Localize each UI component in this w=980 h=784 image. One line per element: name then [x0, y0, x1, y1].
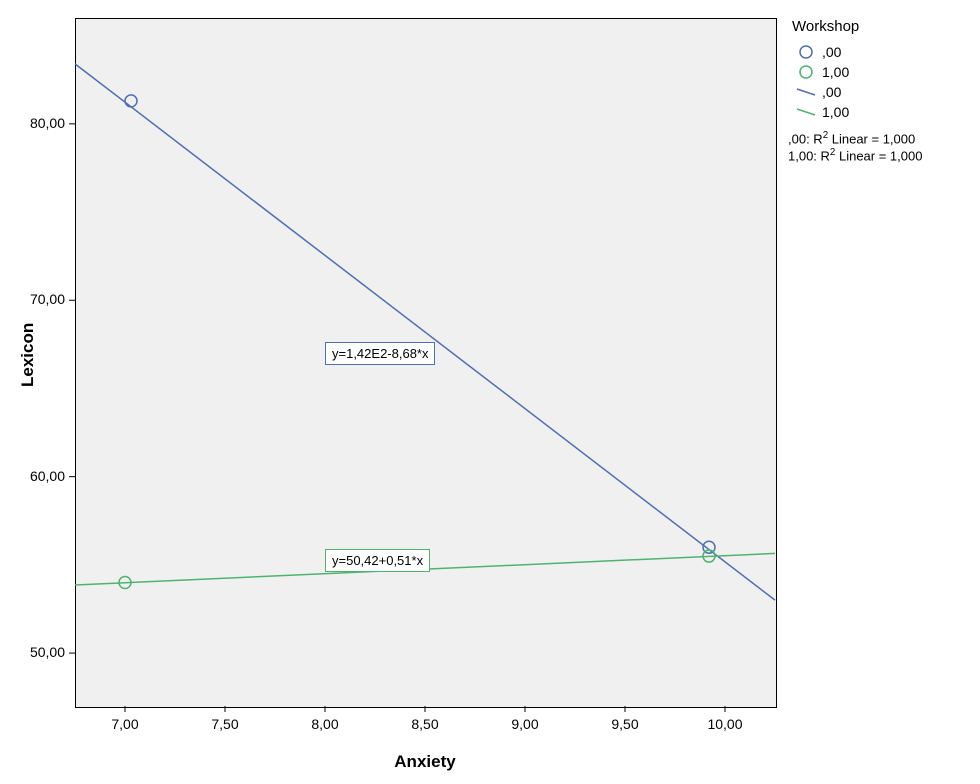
- legend-item: ,00: [822, 84, 841, 100]
- y-tick-label: 60,00: [30, 468, 65, 484]
- x-tick-label: 9,50: [605, 716, 645, 732]
- equation-box: y=50,42+0,51*x: [325, 549, 430, 572]
- x-tick-label: 9,00: [505, 716, 545, 732]
- legend-item: 1,00: [822, 104, 849, 120]
- scatter-chart: 50,00 60,00 70,00 80,00 7,00 7,50 8,00 8,50 9,0…: [0, 0, 980, 784]
- x-tick-label: 7,00: [105, 716, 145, 732]
- series-g: [75, 64, 775, 600]
- y-axis-label: Lexicon: [18, 323, 38, 387]
- legend-g: [797, 46, 815, 115]
- legend-title: Workshop: [792, 18, 859, 35]
- r2-annotation: 1,00: R2 Linear = 1,000: [788, 147, 922, 163]
- x-tick-label: 7,50: [205, 716, 245, 732]
- x-tick-label: 8,50: [405, 716, 445, 732]
- x-ticks: [125, 706, 725, 712]
- y-tick-label: 80,00: [30, 115, 65, 131]
- equation-box: y=1,42E2-8,68*x: [325, 342, 435, 365]
- r2-annotation: ,00: R2 Linear = 1,000: [788, 130, 915, 146]
- y-tick-label: 70,00: [30, 291, 65, 307]
- legend-item: 1,00: [822, 64, 849, 80]
- y-ticks: [69, 124, 75, 653]
- legend-item: ,00: [822, 44, 841, 60]
- x-axis-label: Anxiety: [0, 752, 850, 772]
- x-tick-label: 8,00: [305, 716, 345, 732]
- x-tick-label: 10,00: [705, 716, 745, 732]
- y-tick-label: 50,00: [30, 644, 65, 660]
